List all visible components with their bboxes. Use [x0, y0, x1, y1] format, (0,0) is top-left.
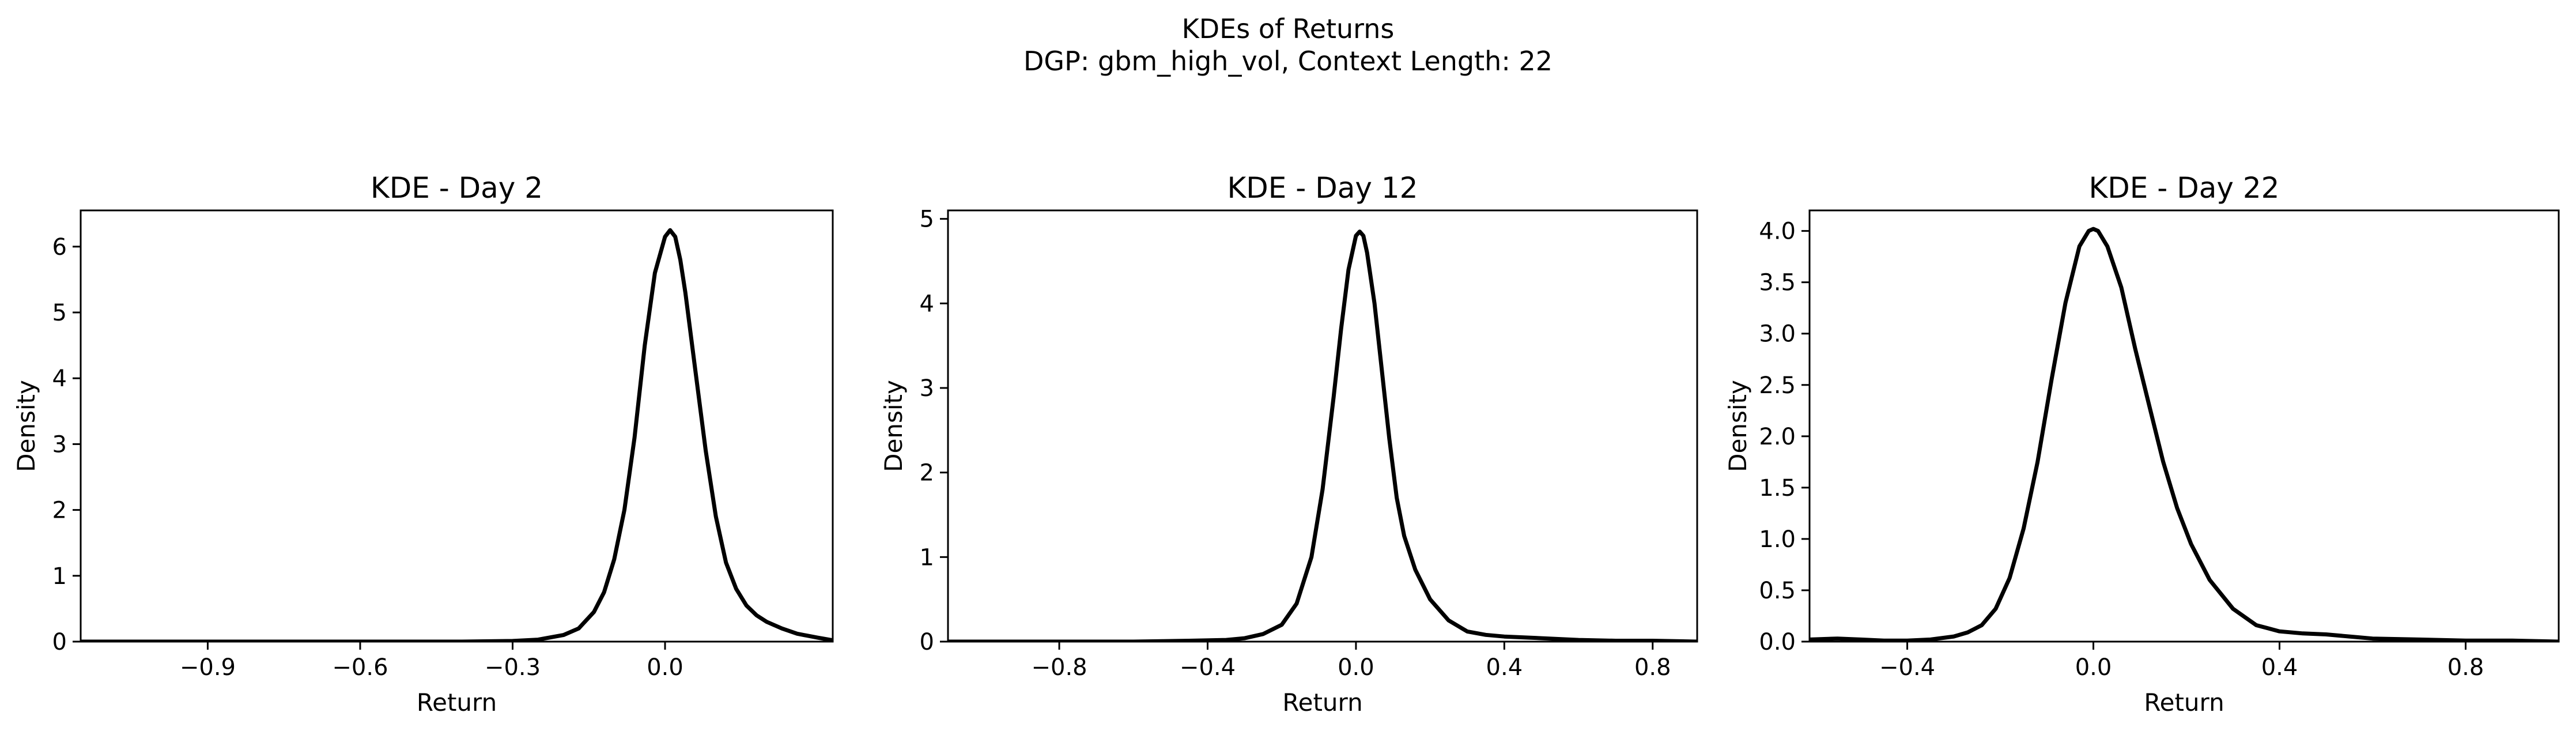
- y-tick-label: 2.5: [1759, 372, 1796, 399]
- x-tick-label: 0.0: [647, 654, 683, 681]
- subplot-3: KDE - Day 22 −0.4 0.0 0.4 0.8 0.0 0.5 1.0 1.5 2.0…: [1724, 171, 2560, 717]
- axes-frame: [1808, 209, 2560, 643]
- x-tick-label: 0.0: [2075, 654, 2112, 681]
- y-tick-label: 3.0: [1759, 321, 1796, 348]
- x-tick-label: −0.6: [332, 654, 388, 681]
- y-tick-label: 2: [52, 497, 67, 524]
- subplot-title: KDE - Day 22: [2089, 171, 2280, 205]
- x-tick-label: 0.4: [1486, 654, 1523, 681]
- y-tick-label: 5: [920, 206, 934, 233]
- subplot-2: KDE - Day 12 −0.8 −0.4 0.0 0.4 0.8 0 1 2 3 4 5 Retur…: [879, 171, 1698, 717]
- y-tick-label: 3.5: [1759, 270, 1796, 296]
- kde-curve: [1810, 227, 2559, 642]
- figure-subtitle: DGP: gbm_high_vol, Context Length: 22: [1023, 46, 1553, 77]
- x-tick-label: −0.8: [1031, 654, 1087, 681]
- y-tick-label: 0.0: [1759, 629, 1796, 655]
- y-tick-label: 4: [52, 365, 67, 392]
- x-tick-label: 0.4: [2261, 654, 2298, 681]
- x-tick-label: −0.3: [485, 654, 541, 681]
- kde-curve: [81, 228, 833, 642]
- y-axis-label: Density: [879, 380, 908, 472]
- x-axis-label: Return: [1282, 688, 1362, 717]
- subplot-grid: KDE - Day 2 −0.9 −0.6 −0.3 0.0 0 1 2 3 4 5 6 Return D…: [12, 171, 2560, 717]
- axes-frame: [947, 209, 1698, 643]
- x-tick-label: −0.4: [1879, 654, 1935, 681]
- x-tick-label: 0.0: [1338, 654, 1374, 681]
- y-tick-label: 4.0: [1759, 218, 1796, 245]
- y-tick-label: 0.5: [1759, 578, 1796, 604]
- x-axis-label: Return: [417, 688, 497, 717]
- x-tick-label: −0.4: [1180, 654, 1236, 681]
- y-tick-label: 1.0: [1759, 526, 1796, 553]
- kde-curve: [948, 229, 1697, 642]
- y-tick-label: 4: [920, 291, 934, 317]
- y-tick-label: 1: [920, 544, 934, 571]
- subplot-title: KDE - Day 2: [371, 171, 543, 205]
- y-axis-label: Density: [1724, 380, 1752, 472]
- subplot-title: KDE - Day 12: [1227, 171, 1418, 205]
- x-tick-label: 0.8: [2447, 654, 2484, 681]
- y-tick-label: 2.0: [1759, 424, 1796, 450]
- y-tick-label: 1: [52, 563, 67, 590]
- y-tick-label: 3: [920, 375, 934, 402]
- y-tick-label: 0: [920, 629, 934, 655]
- y-tick-label: 1.5: [1759, 475, 1796, 502]
- y-tick-label: 2: [920, 460, 934, 487]
- x-tick-label: 0.8: [1634, 654, 1671, 681]
- x-tick-label: −0.9: [180, 654, 236, 681]
- y-axis-label: Density: [12, 380, 40, 472]
- y-tick-label: 3: [52, 431, 67, 458]
- subplot-1: KDE - Day 2 −0.9 −0.6 −0.3 0.0 0 1 2 3 4 5 6 Return D…: [12, 171, 834, 717]
- axes-frame: [80, 209, 834, 643]
- figure-title: KDEs of Returns: [1182, 13, 1395, 44]
- y-tick-label: 6: [52, 234, 67, 261]
- x-axis-label: Return: [2144, 688, 2224, 717]
- y-tick-label: 0: [52, 629, 67, 655]
- y-tick-label: 5: [52, 300, 67, 326]
